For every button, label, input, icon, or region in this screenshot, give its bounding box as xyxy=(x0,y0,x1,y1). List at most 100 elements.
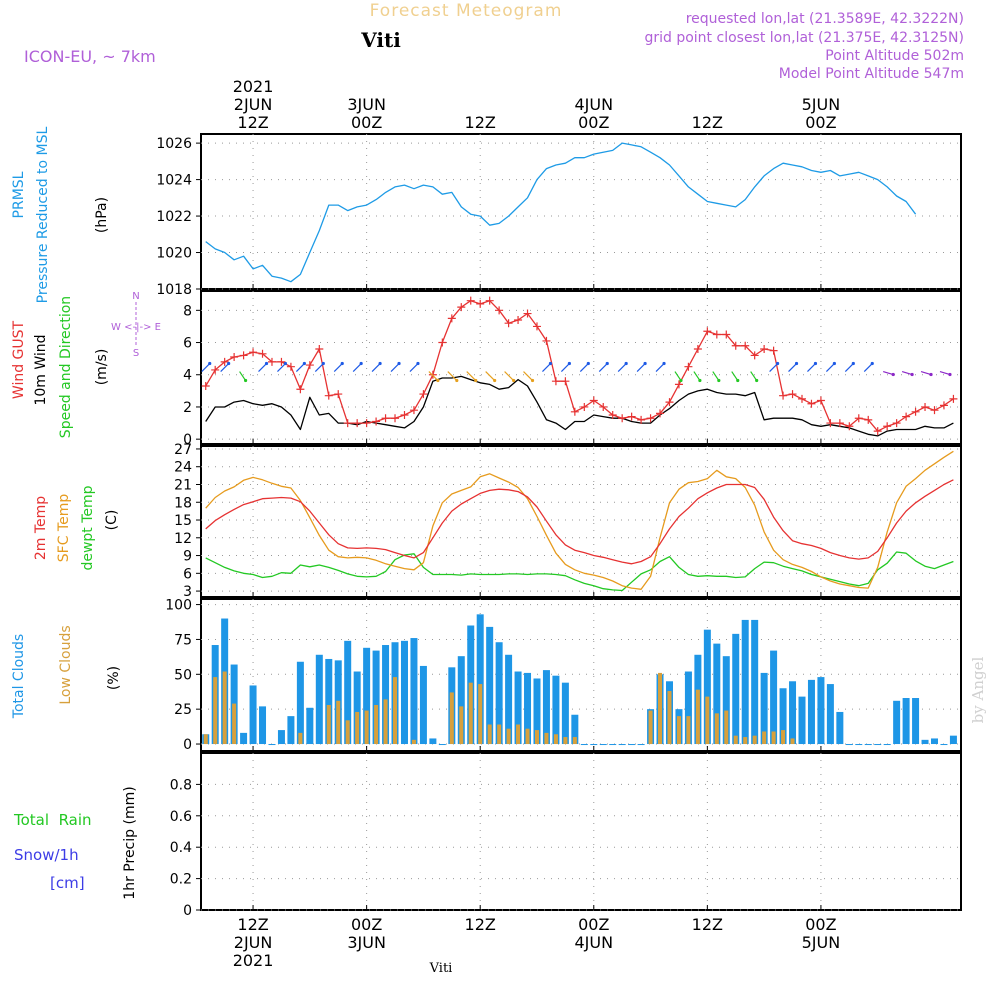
wind-arrow-head xyxy=(891,372,895,377)
wind-ytick-label: 4 xyxy=(183,368,192,384)
total-cloud-bar xyxy=(770,650,778,745)
gust-point xyxy=(438,338,447,347)
total-cloud-bar xyxy=(628,744,636,746)
low-cloud-bar xyxy=(497,724,502,745)
total-cloud-bar xyxy=(930,738,938,745)
total-cloud-bar xyxy=(363,647,371,745)
wind-arrow xyxy=(674,371,682,381)
total-cloud-bar xyxy=(684,671,692,745)
low-cloud-bar xyxy=(213,677,218,745)
total-cloud-bar xyxy=(325,658,333,745)
wind-arrow xyxy=(352,363,362,372)
clouds-ytick-label: 75 xyxy=(174,632,192,648)
compass-s: S xyxy=(133,348,139,359)
gust-point xyxy=(476,299,485,308)
gust-point xyxy=(599,402,608,411)
total-cloud-bar xyxy=(344,640,352,745)
wind10m-line xyxy=(205,375,954,437)
low-cloud-bar xyxy=(506,728,511,745)
prmsl-label: PRMSL xyxy=(11,171,27,218)
top-time-label: 12Z xyxy=(237,113,268,132)
top-time-label: 12Z xyxy=(465,113,496,132)
total-cloud-bar xyxy=(561,682,569,745)
requested-coords: requested lon,lat (21.3589E, 42.3222N) xyxy=(686,11,964,27)
wind-arrow-head xyxy=(776,361,780,366)
wind-arrow xyxy=(201,363,211,372)
wind-arrow-head xyxy=(397,361,401,366)
clouds-ytick-label: 50 xyxy=(174,667,192,683)
wind-arrow-head xyxy=(340,361,344,366)
gust-point xyxy=(542,336,551,345)
gust-point xyxy=(883,422,892,431)
wind-arrow-head xyxy=(679,378,683,383)
bottom-time-label: 00Z xyxy=(805,915,836,934)
total-cloud-bar xyxy=(306,707,314,745)
wind-arrow xyxy=(485,371,496,381)
wind-arrow-head xyxy=(794,361,799,366)
low-clouds-label: Low Clouds xyxy=(58,625,74,704)
wind-arrow-head xyxy=(717,378,721,383)
bottom-time-label: 2021 xyxy=(233,951,274,970)
gust-point xyxy=(570,407,579,416)
total-cloud-bar xyxy=(580,744,588,746)
gust-point xyxy=(400,411,409,420)
gust-point xyxy=(267,357,276,366)
total-cloud-bar xyxy=(883,744,891,746)
wind-arrow xyxy=(769,363,779,372)
wind-arrow-head xyxy=(264,361,269,366)
top-time-label: 00Z xyxy=(351,113,382,132)
gust-point xyxy=(532,322,541,331)
total-cloud-bar xyxy=(268,744,276,746)
t2m-line xyxy=(205,479,954,565)
wind-arrow xyxy=(542,363,551,372)
gust-point xyxy=(343,419,352,428)
wind-arrow xyxy=(788,363,797,372)
total-cloud-bar xyxy=(618,744,626,746)
low-cloud-bar xyxy=(695,689,700,745)
wind-arrow xyxy=(598,363,608,372)
gust-point xyxy=(551,377,560,386)
gust-point xyxy=(504,319,513,328)
gust-point xyxy=(589,396,598,405)
pressure-ytick-label: 1022 xyxy=(156,209,192,225)
pressure-ytick-label: 1020 xyxy=(156,246,192,262)
wind-arrow-head xyxy=(643,361,647,366)
wind-arrow xyxy=(901,370,913,376)
total-cloud-bar xyxy=(457,656,465,745)
gust-point xyxy=(779,391,788,400)
wind-arrow xyxy=(390,363,400,372)
model-label: ICON-EU, ~ 7km xyxy=(24,47,156,66)
precip-ytick-label: 0.4 xyxy=(170,840,192,856)
total-cloud-bar xyxy=(514,671,522,745)
wind-arrow-head xyxy=(416,361,420,366)
low-cloud-bar xyxy=(572,737,577,745)
low-cloud-bar xyxy=(203,734,208,745)
wind-arrow-head xyxy=(378,361,382,366)
gust-point xyxy=(391,414,400,423)
wind-ytick-label: 2 xyxy=(183,400,192,416)
low-cloud-bar xyxy=(298,732,303,745)
wind-ytick-label: 8 xyxy=(183,303,192,319)
wind-arrow-head xyxy=(455,378,459,383)
gust-point xyxy=(788,390,797,399)
low-cloud-bar xyxy=(326,704,331,745)
gust-point xyxy=(656,409,665,418)
low-cloud-bar xyxy=(364,710,369,745)
total-cloud-bar xyxy=(542,670,550,745)
gust-point xyxy=(911,407,920,416)
plot-area: 1018102010221024102602468369121518212427… xyxy=(156,77,962,970)
chart-title: Forecast Meteogram xyxy=(370,1,563,21)
wind-arrow xyxy=(636,363,646,372)
gust-point xyxy=(731,341,740,350)
bottom-time-label: 12Z xyxy=(692,915,723,934)
top-time-label: 00Z xyxy=(805,113,836,132)
footer-location: Viti xyxy=(429,961,453,976)
wind-arrow-head xyxy=(208,361,212,366)
total-cloud-bar xyxy=(703,629,711,745)
low-cloud-bar xyxy=(658,672,663,745)
total-cloud-bar xyxy=(893,700,901,745)
precip-unit: 1hr Precip (mm) xyxy=(122,786,138,899)
total-cloud-bar xyxy=(438,744,446,746)
gust-point xyxy=(466,296,475,305)
